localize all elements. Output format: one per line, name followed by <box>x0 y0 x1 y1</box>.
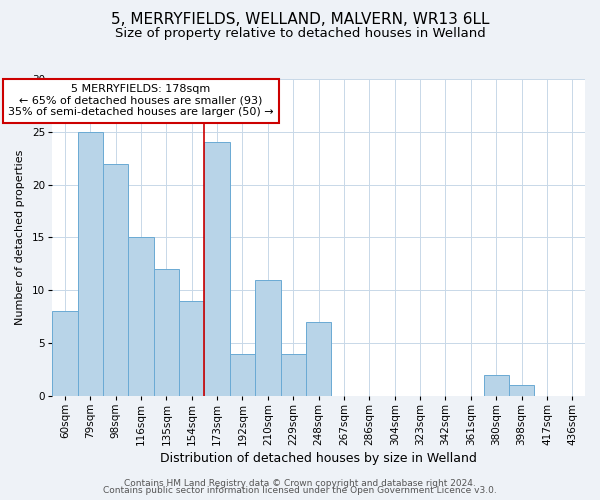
Bar <box>103 164 128 396</box>
X-axis label: Distribution of detached houses by size in Welland: Distribution of detached houses by size … <box>160 452 477 465</box>
Y-axis label: Number of detached properties: Number of detached properties <box>15 150 25 325</box>
Bar <box>306 322 331 396</box>
Bar <box>255 280 281 396</box>
Text: 5 MERRYFIELDS: 178sqm
← 65% of detached houses are smaller (93)
35% of semi-deta: 5 MERRYFIELDS: 178sqm ← 65% of detached … <box>8 84 274 117</box>
Bar <box>128 238 154 396</box>
Text: Size of property relative to detached houses in Welland: Size of property relative to detached ho… <box>115 28 485 40</box>
Bar <box>77 132 103 396</box>
Bar <box>205 142 230 396</box>
Bar <box>509 386 534 396</box>
Bar <box>154 269 179 396</box>
Text: Contains HM Land Registry data © Crown copyright and database right 2024.: Contains HM Land Registry data © Crown c… <box>124 478 476 488</box>
Bar <box>179 301 205 396</box>
Bar <box>52 312 77 396</box>
Bar <box>230 354 255 396</box>
Bar <box>484 375 509 396</box>
Text: 5, MERRYFIELDS, WELLAND, MALVERN, WR13 6LL: 5, MERRYFIELDS, WELLAND, MALVERN, WR13 6… <box>111 12 489 28</box>
Text: Contains public sector information licensed under the Open Government Licence v3: Contains public sector information licen… <box>103 486 497 495</box>
Bar <box>281 354 306 396</box>
